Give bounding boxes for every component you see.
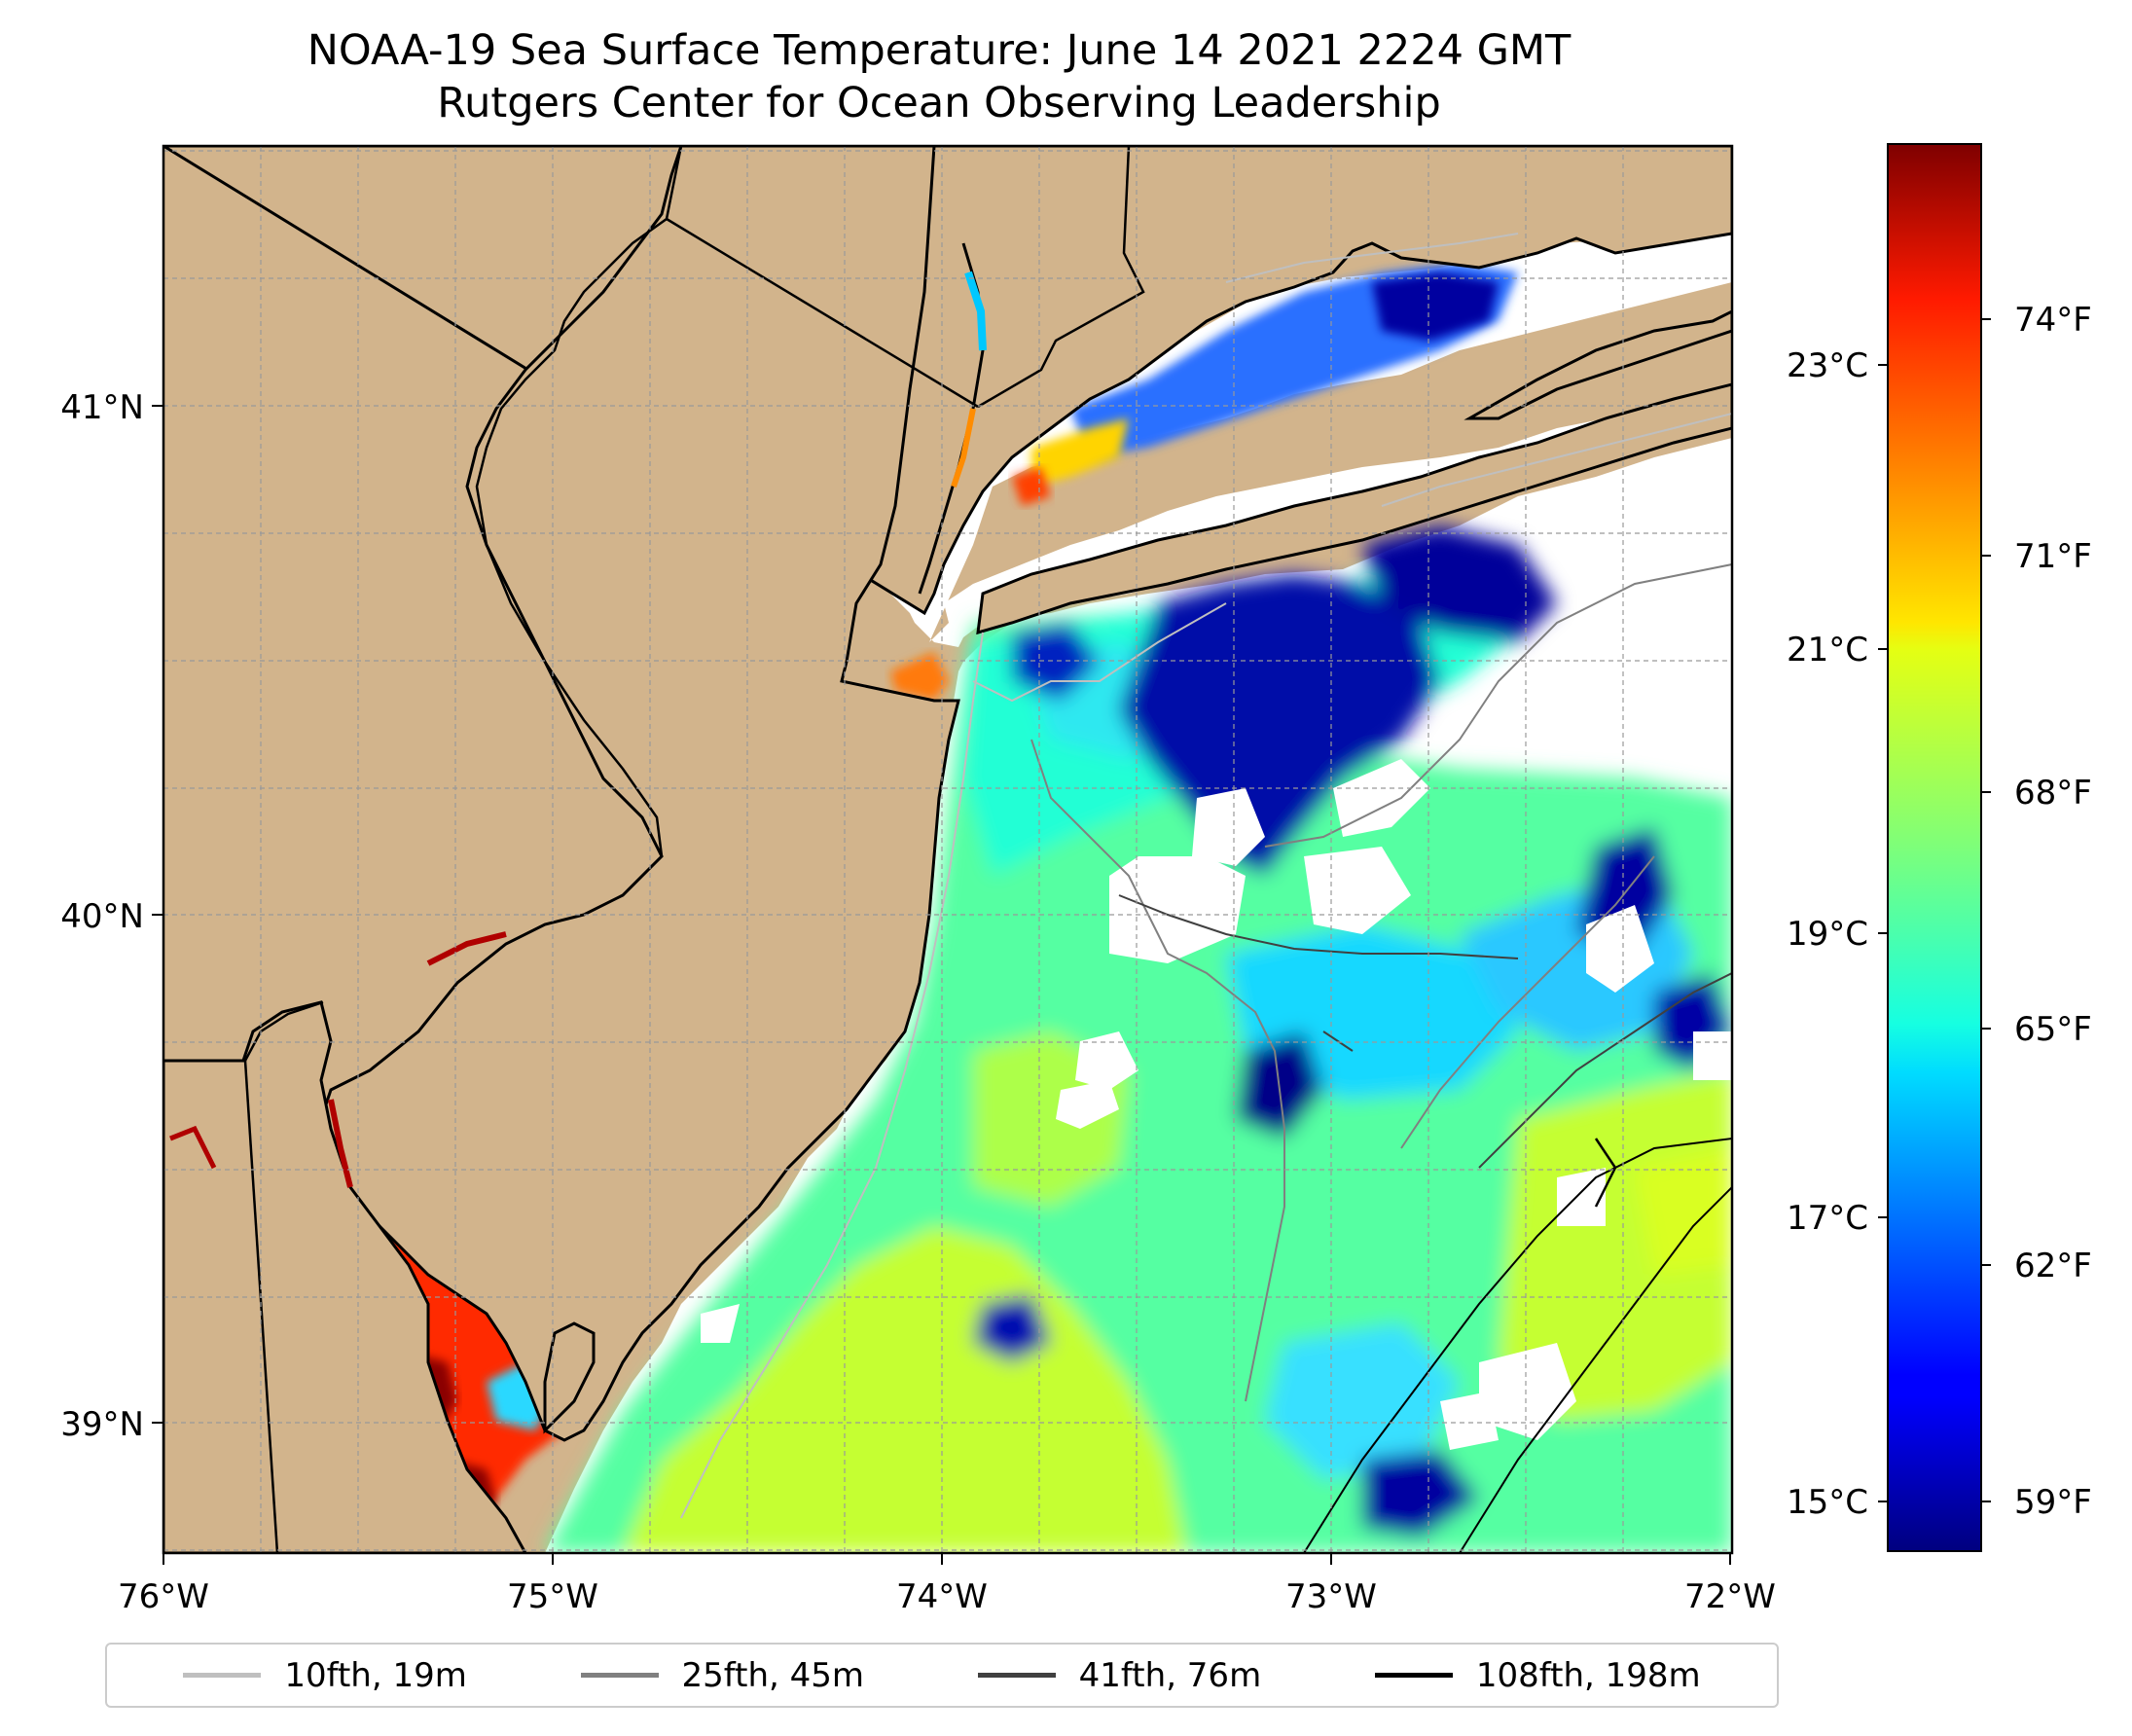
colorbar: 23°C 21°C 19°C 17°C 15°C 74°F 71°F 68°F … [1787,143,2092,1552]
axis-ticks [152,405,1731,1565]
longitude-labels: 76°W 75°W 74°W 73°W 72°W [118,1577,1776,1616]
legend-label: 25fth, 45m [681,1655,865,1695]
fahrenheit-tick-label: 74°F [2014,301,2092,340]
fahrenheit-tick-label: 59°F [2014,1483,2092,1522]
celsius-tick-label: 19°C [1787,915,1868,954]
celsius-tick-label: 23°C [1787,346,1868,385]
lon-tick-label: 76°W [118,1577,209,1616]
legend-swatch [580,1673,659,1678]
lon-tick-label: 75°W [507,1577,598,1616]
fahrenheit-tick-label: 65°F [2014,1010,2092,1049]
lon-tick-label: 74°W [896,1577,988,1616]
legend-swatch [1374,1673,1453,1678]
celsius-tick-label: 15°C [1787,1483,1868,1522]
fahrenheit-tick-label: 71°F [2014,537,2092,576]
cloud-gaps [701,759,1732,1450]
colorbar-gradient [1887,143,1982,1552]
lat-tick-label: 41°N [60,388,144,427]
fahrenheit-tick-label: 62°F [2014,1247,2092,1285]
legend-swatch [977,1673,1056,1678]
map-frame [162,144,1734,1555]
legend-label: 10fth, 19m [284,1655,467,1695]
celsius-tick-label: 17°C [1787,1199,1868,1238]
map-area [163,146,1732,1553]
latitude-labels: 41°N 40°N 39°N [60,388,144,1444]
chart-title: NOAA-19 Sea Surface Temperature: June 14… [307,26,1572,75]
lat-tick-label: 40°N [60,897,144,936]
legend-swatch [183,1673,262,1678]
state-borders [163,146,1145,1553]
chart-subtitle: Rutgers Center for Ocean Observing Leade… [437,79,1441,127]
lat-tick-label: 39°N [60,1405,144,1444]
northern-shore [163,146,1732,616]
legend-entry: 108fth, 198m [1374,1655,1701,1695]
fahrenheit-tick-label: 68°F [2014,774,2092,813]
delaware-land [163,1000,527,1553]
celsius-tick-label: 21°C [1787,631,1868,669]
legend-label: 108fth, 198m [1475,1655,1701,1695]
legend-entry: 25fth, 45m [580,1655,865,1695]
long-island [976,382,1732,635]
sst-field [370,263,1732,1553]
gridlines [163,146,1732,1553]
lon-tick-label: 73°W [1285,1577,1377,1616]
legend-label: 41fth, 76m [1078,1655,1262,1695]
isobath-legend: 10fth, 19m 25fth, 45m 41fth, 76m 108fth,… [105,1643,1779,1708]
isobath-contours [680,233,1732,1553]
lon-tick-label: 72°W [1684,1577,1776,1616]
legend-entry: 41fth, 76m [977,1655,1262,1695]
legend-entry: 10fth, 19m [183,1656,467,1695]
